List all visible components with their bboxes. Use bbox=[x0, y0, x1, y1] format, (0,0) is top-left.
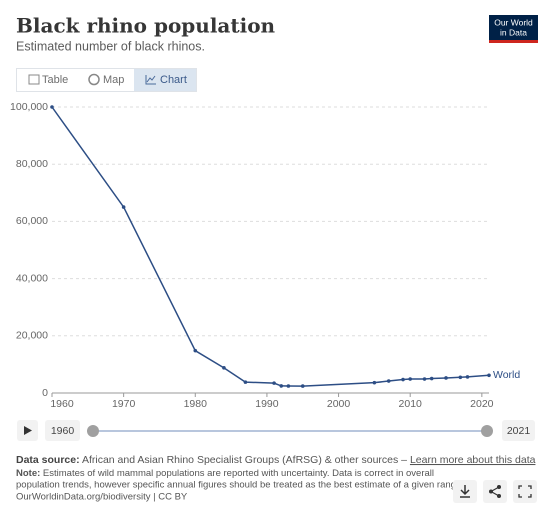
point bbox=[372, 380, 377, 385]
tab[interactable]: Map bbox=[103, 74, 124, 86]
end-box bbox=[502, 420, 535, 441]
x-tick-label: 1960 bbox=[50, 398, 74, 410]
title: Black rhino population bbox=[16, 14, 276, 38]
timeline-end: 2021 bbox=[507, 425, 531, 437]
logo-bar bbox=[489, 40, 538, 43]
tabs: Table Map Chart bbox=[16, 68, 197, 92]
source-label: Data source: bbox=[16, 454, 80, 466]
timeline-handle[interactable] bbox=[481, 425, 493, 437]
x-tick-label: 2020 bbox=[470, 398, 494, 410]
x-tick-label: 2000 bbox=[327, 398, 351, 410]
point bbox=[458, 375, 463, 380]
play-icon bbox=[24, 426, 32, 435]
x-tick-label: 1980 bbox=[184, 398, 208, 410]
point bbox=[386, 379, 391, 383]
source-link[interactable]: Learn more about this data bbox=[410, 454, 536, 466]
tab[interactable]: Table bbox=[42, 74, 68, 86]
point bbox=[272, 381, 276, 385]
point bbox=[243, 380, 248, 384]
point bbox=[401, 377, 405, 382]
logo-text: Our World bbox=[494, 17, 533, 27]
y-tick-label: 40,000 bbox=[16, 272, 48, 284]
tab-active bbox=[134, 69, 196, 91]
point bbox=[193, 348, 198, 353]
fullscreen-button[interactable] bbox=[513, 480, 537, 503]
point bbox=[429, 376, 434, 381]
timeline-start: 1960 bbox=[51, 425, 75, 437]
logo[interactable]: Our World in Data bbox=[489, 15, 538, 43]
y-tick-label: 80,000 bbox=[16, 158, 48, 170]
share-button[interactable] bbox=[483, 480, 507, 503]
y-tick-label: 20,000 bbox=[16, 330, 48, 342]
x-tick-label: 1970 bbox=[112, 398, 136, 410]
source-text: African and Asian Rhino Specialist Group… bbox=[82, 454, 410, 466]
buttons bbox=[453, 480, 537, 503]
chart-icon bbox=[145, 75, 156, 85]
start-box bbox=[45, 420, 80, 441]
fullscreen-icon bbox=[518, 485, 532, 498]
x-tick-label: 2010 bbox=[399, 398, 423, 410]
line bbox=[51, 106, 490, 387]
logo-text: in Data bbox=[500, 27, 527, 37]
source: Data source: African and Asian Rhino Spe… bbox=[16, 454, 536, 466]
point bbox=[444, 376, 448, 380]
share-dot bbox=[489, 489, 493, 494]
point bbox=[300, 384, 305, 388]
table-icon bbox=[28, 74, 40, 85]
point bbox=[121, 205, 126, 209]
y-tick-label: 100,000 bbox=[10, 101, 48, 113]
y-tick-label: 60,000 bbox=[16, 215, 48, 227]
note: Note: Estimates of wild mammal populatio… bbox=[16, 468, 434, 479]
subtitle: Estimated number of black rhinos. bbox=[16, 39, 205, 53]
point bbox=[286, 384, 291, 388]
url: OurWorldinData.org/biodiversity | CC BY bbox=[16, 492, 188, 503]
timeline-handle[interactable] bbox=[87, 425, 99, 437]
note-label: Note: bbox=[16, 468, 40, 479]
point bbox=[50, 105, 54, 109]
point bbox=[279, 384, 284, 388]
note-text: population trends, however specific annu… bbox=[16, 480, 464, 491]
point bbox=[422, 377, 427, 381]
point bbox=[408, 377, 412, 381]
share-dot bbox=[497, 494, 501, 498]
point bbox=[222, 366, 226, 370]
map-icon bbox=[88, 73, 100, 86]
tab[interactable]: Chart bbox=[160, 74, 187, 86]
y-tick-label: 0 bbox=[42, 387, 48, 399]
series-label: World bbox=[493, 369, 520, 381]
point bbox=[487, 373, 491, 378]
download-icon bbox=[460, 485, 470, 498]
timeline: 1960 2021 bbox=[17, 420, 535, 441]
point bbox=[465, 375, 470, 379]
logo-box bbox=[489, 15, 538, 42]
note-text: Estimates of wild mammal populations are… bbox=[43, 468, 434, 479]
share-dot bbox=[497, 485, 501, 489]
x-tick-label: 1990 bbox=[255, 398, 279, 410]
